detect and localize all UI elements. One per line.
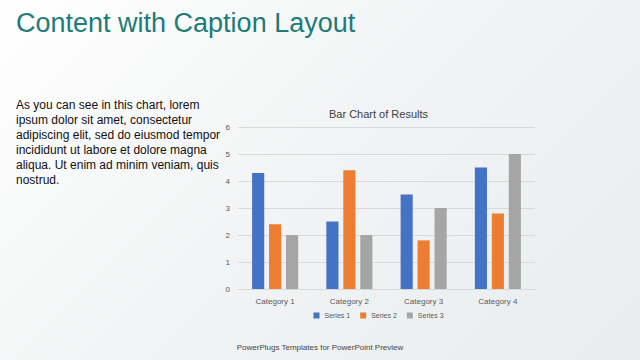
- html-text:Content with Caption Layout: Content with Caption Layout: [16, 8, 356, 38]
- svg-text:0: 0: [226, 285, 231, 294]
- svg-text:5: 5: [226, 150, 231, 159]
- svg-text:Category 1: Category 1: [256, 297, 296, 306]
- svg-text:Series 2: Series 2: [371, 312, 397, 319]
- svg-text:2: 2: [226, 231, 231, 240]
- svg-text:Series 3: Series 3: [418, 312, 444, 319]
- html-text:As you can see in this chart,: As you can see in this chart, lorem ipsu…: [16, 98, 221, 187]
- svg-text:Category 2: Category 2: [330, 297, 370, 306]
- svg-text:Category 4: Category 4: [478, 297, 518, 306]
- html-text:PowerPlugs Templates for Power: PowerPlugs Templates for PowerPoint Prev…: [236, 343, 404, 352]
- svg-text:3: 3: [226, 204, 231, 213]
- svg-text:1: 1: [226, 258, 231, 267]
- svg-text:4: 4: [226, 177, 231, 186]
- svg-text:6: 6: [226, 123, 231, 132]
- svg-text:Bar Chart of Results: Bar Chart of Results: [329, 108, 429, 120]
- svg-text:Series 1: Series 1: [324, 312, 350, 319]
- svg-text:Category 3: Category 3: [404, 297, 444, 306]
